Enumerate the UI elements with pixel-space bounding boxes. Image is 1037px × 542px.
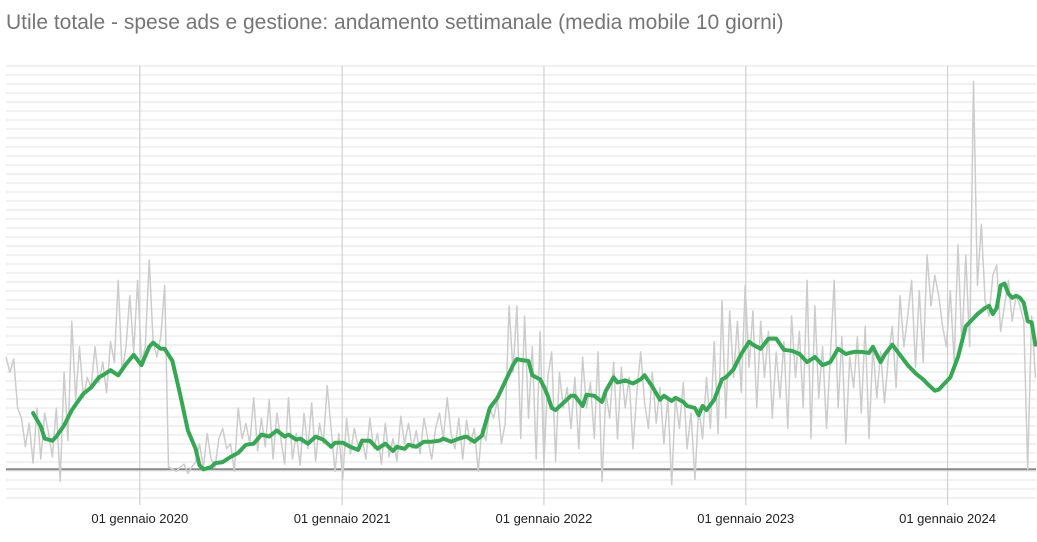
chart-title: Utile totale - spese ads e gestione: and…: [6, 11, 784, 34]
x-tick-label: 01 gennaio 2022: [496, 511, 593, 526]
x-tick-label: 01 gennaio 2023: [697, 511, 794, 526]
moving-average-series-line: [31, 281, 1037, 472]
x-axis-ticks: 01 gennaio 2020 01 gennaio 2021 01 gennaio…: [91, 511, 996, 526]
x-tick-label: 01 gennaio 2021: [294, 511, 391, 526]
x-tick-label: 01 gennaio 2024: [899, 511, 996, 526]
weekly-series-line: [5, 80, 1037, 486]
x-tick-label: 01 gennaio 2020: [91, 511, 188, 526]
